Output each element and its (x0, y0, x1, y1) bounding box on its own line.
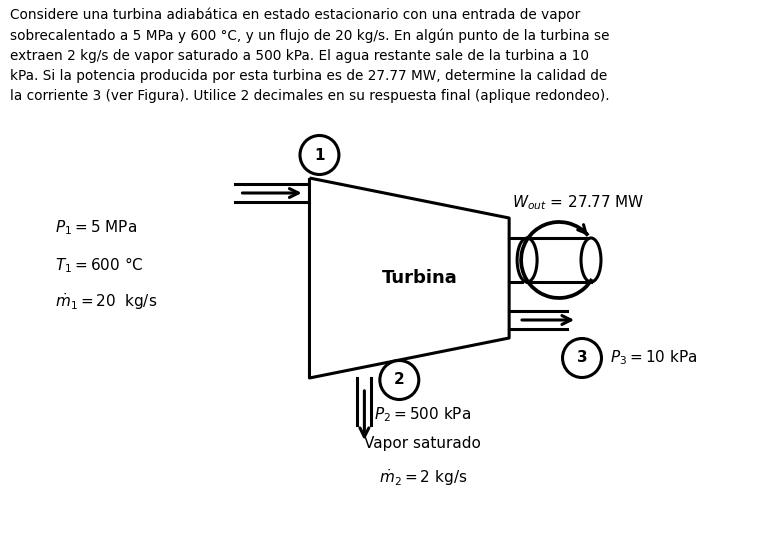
Text: $P_1 = 5$ MPa: $P_1 = 5$ MPa (55, 219, 137, 237)
Text: $W_{out}$ = 27.77 MW: $W_{out}$ = 27.77 MW (512, 193, 644, 212)
Text: $P_2 = 500$ kPa: $P_2 = 500$ kPa (375, 405, 472, 424)
Text: $\dot{m}_1 = 20\;$ kg/s: $\dot{m}_1 = 20\;$ kg/s (55, 292, 157, 312)
Text: $\dot{m}_2 = 2$ kg/s: $\dot{m}_2 = 2$ kg/s (379, 467, 468, 488)
Text: $T_1 = 600$ °C: $T_1 = 600$ °C (55, 255, 144, 275)
Circle shape (562, 338, 601, 377)
Text: $P_3 = 10$ kPa: $P_3 = 10$ kPa (610, 349, 698, 367)
Bar (527, 238, 591, 282)
Text: Vapor saturado: Vapor saturado (364, 436, 481, 451)
Text: 3: 3 (576, 351, 587, 366)
Text: Turbina: Turbina (382, 269, 457, 287)
Ellipse shape (581, 238, 601, 282)
Text: Considere una turbina adiabática en estado estacionario con una entrada de vapor: Considere una turbina adiabática en esta… (10, 8, 610, 103)
Text: 2: 2 (394, 373, 405, 387)
Ellipse shape (517, 238, 537, 282)
Circle shape (380, 360, 419, 400)
Circle shape (300, 135, 339, 174)
Text: 1: 1 (314, 148, 325, 163)
